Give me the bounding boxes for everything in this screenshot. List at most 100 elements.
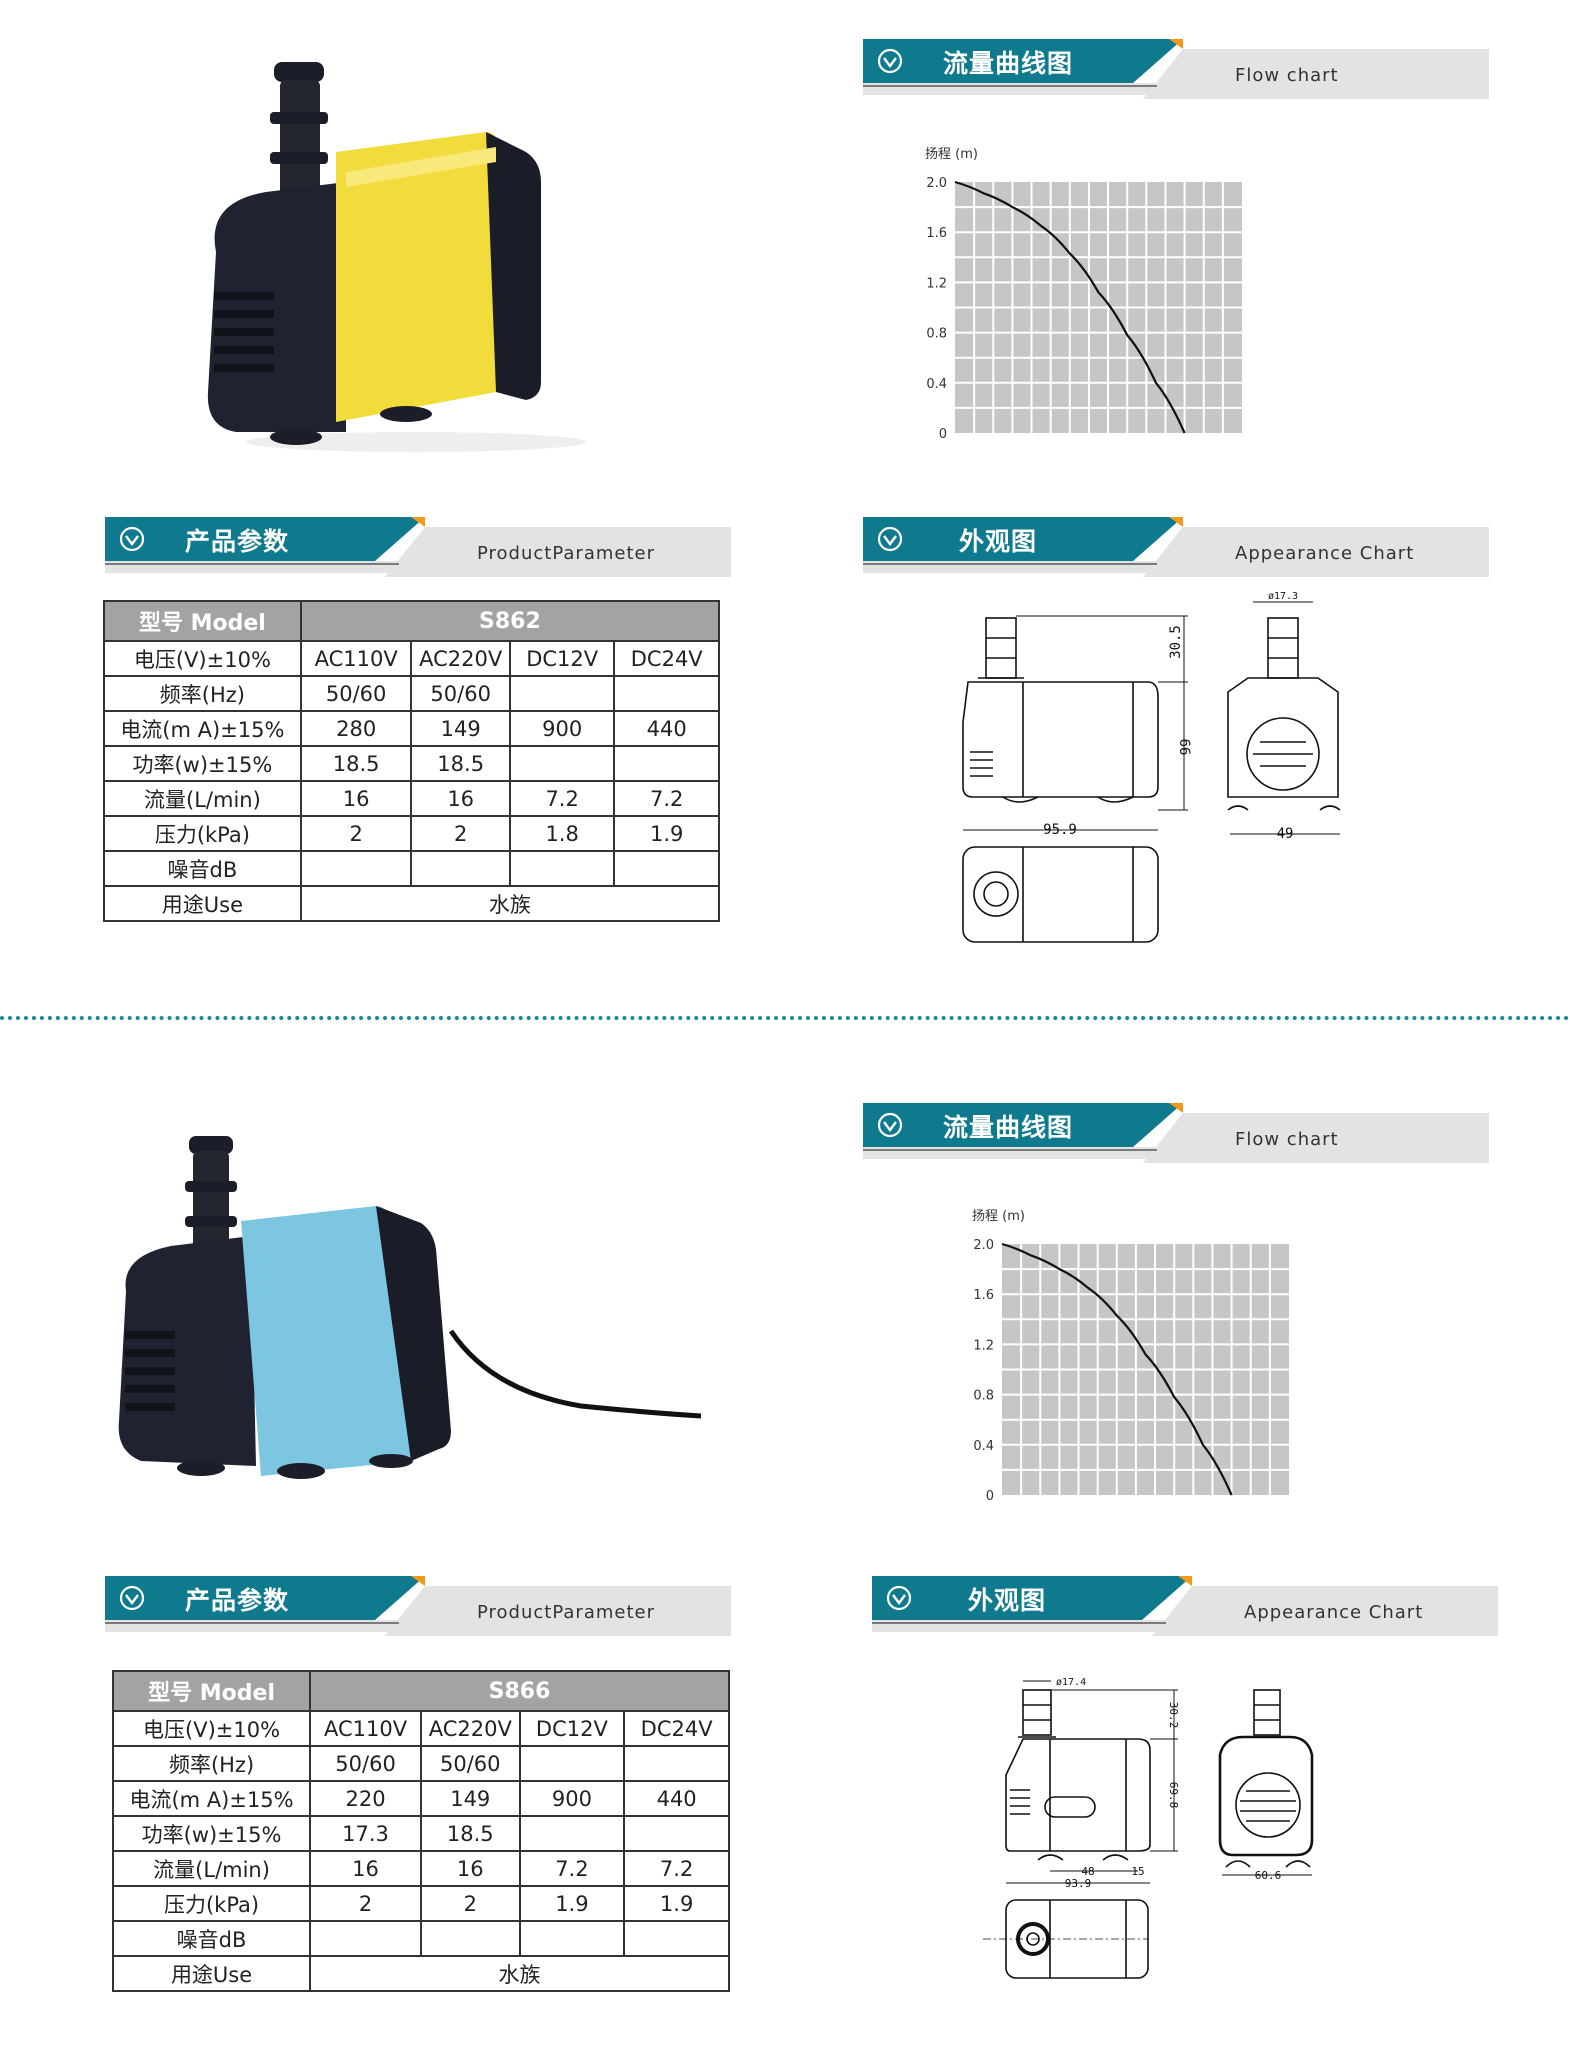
row-label: 频率(Hz) [103, 675, 302, 712]
table-cell: 17.3 [309, 1815, 422, 1852]
table-row: 电压(V)±10% AC110V AC220V DC12V DC24V [103, 640, 720, 677]
row-label: 电压(V)±10% [111, 1710, 312, 1747]
table-cell: 18.5 [410, 745, 511, 782]
use-value: 水族 [299, 885, 721, 922]
table-cell: AC110V [309, 1710, 422, 1747]
table-row: 压力(kPa) 2 2 1.9 1.9 [111, 1885, 730, 1922]
table-cell: 50/60 [410, 675, 511, 712]
table-cell: 50/60 [419, 1745, 521, 1782]
header-title-cn: 产品参数 [185, 1586, 290, 1615]
table-cell [410, 850, 511, 887]
row-label: 电流(m A)±15% [111, 1780, 312, 1817]
table-cell [508, 745, 616, 782]
table-cell [623, 1920, 730, 1957]
table-cell: 18.5 [299, 745, 413, 782]
section-separator [0, 1016, 1570, 1020]
table-cell: DC24V [623, 1710, 730, 1747]
table-cell: 2 [410, 815, 511, 852]
header-title-cn: 流量曲线图 [943, 1113, 1074, 1142]
table-row: 噪音dB [103, 850, 720, 887]
table-cell: AC220V [410, 640, 511, 677]
row-label: 用途Use [103, 885, 302, 922]
y-tick-label: 1.2 [973, 1338, 994, 1353]
chart-svg: 04.08.012162000.40.81.21.62.0扬程 (m)流量 (L… [925, 147, 1282, 479]
dimension-body-height: 66 [1176, 739, 1192, 756]
flow-chart-s866: 04.08.012162000.40.81.21.62.0扬程 (m)流量 (L… [952, 1200, 1332, 1541]
chevron-circle-icon [119, 1585, 145, 1611]
chevron-circle-icon [886, 1585, 912, 1611]
header-title-en: ProductParameter [477, 543, 655, 564]
header-title-cn: 外观图 [968, 1586, 1047, 1615]
table-cell [508, 850, 616, 887]
table-cell: DC12V [518, 1710, 626, 1747]
dimension-width: 60.6 [1255, 1869, 1282, 1882]
table-row: 电流(m A)±15% 220 149 900 440 [111, 1780, 730, 1817]
table-row: 压力(kPa) 2 2 1.8 1.9 [103, 815, 720, 852]
table-cell: 16 [419, 1850, 521, 1887]
table-cell: 18.5 [419, 1815, 521, 1852]
row-label: 电流(m A)±15% [103, 710, 302, 747]
spec-table-s862: 型号 Model S862 电压(V)±10% AC110V AC220V DC12V DC… [103, 600, 721, 922]
appearance-drawing-s866: ø17.4 30.2 69.8 48 15 93.9 60.6 [983, 1677, 1314, 1979]
dimension-foot-spacing: 48 [1081, 1865, 1094, 1878]
chevron-circle-icon [119, 526, 145, 552]
table-row: 噪音dB [111, 1920, 730, 1957]
table-cell [518, 1920, 626, 1957]
table-cell: 1.9 [623, 1885, 730, 1922]
table-row: 功率(w)±15% 17.3 18.5 [111, 1815, 730, 1852]
spec-table-s866: 型号 Model S866 电压(V)±10% AC110V AC220V DC12V DC… [111, 1670, 730, 1992]
appearance-chart-header: 外观图 Appearance Chart [863, 517, 1489, 577]
y-tick-label: 2.0 [973, 1238, 994, 1253]
y-tick-label: 0 [986, 1489, 994, 1500]
table-cell: DC24V [613, 640, 720, 677]
table-cell [613, 745, 720, 782]
table-cell: 7.2 [613, 780, 720, 817]
table-cell: 50/60 [309, 1745, 422, 1782]
table-row: 功率(w)±15% 18.5 18.5 [103, 745, 720, 782]
y-tick-label: 0.8 [926, 327, 947, 342]
row-label: 压力(kPa) [111, 1885, 312, 1922]
table-cell: 149 [419, 1780, 521, 1817]
row-label: 流量(L/min) [103, 780, 302, 817]
table-header-row: 型号 Model S866 [111, 1670, 730, 1712]
chart-svg: 04.08.012162000.40.81.21.62.0扬程 (m)流量 (L… [972, 1209, 1329, 1541]
table-cell: 50/60 [299, 675, 413, 712]
product-parameter-header: 产品参数 ProductParameter [105, 517, 731, 577]
table-header-row: 型号 Model S862 [103, 600, 721, 642]
chevron-circle-icon [877, 1112, 903, 1138]
header-title-cn: 外观图 [959, 527, 1038, 556]
pump-product-photo-s866 [118, 1136, 702, 1479]
table-cell: AC110V [299, 640, 413, 677]
header-title-en: Appearance Chart [1235, 543, 1415, 564]
header-title-en: ProductParameter [477, 1602, 655, 1623]
table-cell: 7.2 [518, 1850, 626, 1887]
table-cell [518, 1745, 626, 1782]
dimension-foot-offset: 15 [1131, 1865, 1144, 1878]
table-row: 频率(Hz) 50/60 50/60 [103, 675, 720, 712]
dimension-length: 95.9 [1043, 822, 1077, 838]
table-cell: 149 [410, 710, 511, 747]
y-tick-label: 1.6 [926, 226, 947, 241]
y-tick-label: 0.8 [973, 1389, 994, 1404]
table-row: 频率(Hz) 50/60 50/60 [111, 1745, 730, 1782]
header-title-cn: 流量曲线图 [943, 49, 1074, 78]
pump-product-photo-s862 [207, 62, 586, 452]
table-cell: 440 [613, 710, 720, 747]
model-value: S866 [309, 1670, 730, 1712]
flow-chart-header: 流量曲线图 Flow chart [863, 39, 1489, 99]
table-cell: 900 [508, 710, 616, 747]
dimension-length: 93.9 [1065, 1877, 1092, 1890]
table-cell: 900 [518, 1780, 626, 1817]
table-row: 电流(m A)±15% 280 149 900 440 [103, 710, 720, 747]
table-cell: 2 [309, 1885, 422, 1922]
table-cell: 16 [309, 1850, 422, 1887]
table-cell [419, 1920, 521, 1957]
use-value: 水族 [309, 1955, 730, 1992]
y-tick-label: 1.2 [926, 276, 947, 291]
table-row: 流量(L/min) 16 16 7.2 7.2 [103, 780, 720, 817]
y-tick-label: 0.4 [926, 377, 947, 392]
dimension-width: 49 [1277, 826, 1294, 842]
product-parameter-header: 产品参数 ProductParameter [105, 1576, 731, 1636]
row-label: 电压(V)±10% [103, 640, 302, 677]
y-tick-label: 2.0 [926, 176, 947, 191]
